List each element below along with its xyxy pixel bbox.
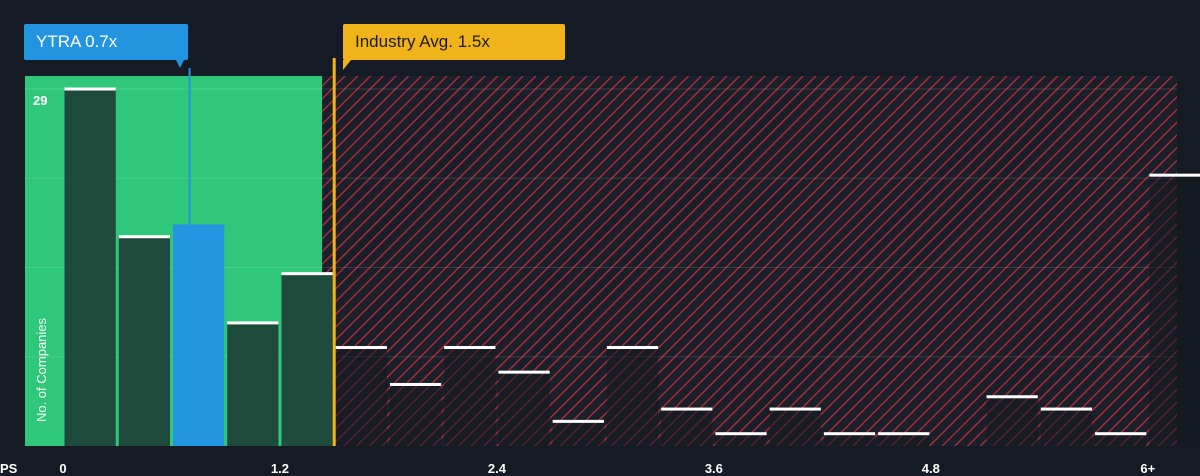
x-tick-label: 6+ (1140, 461, 1155, 476)
histogram-bar (64, 89, 116, 446)
x-tick-label: 3.6 (705, 461, 723, 476)
x-tick-label: 4.8 (922, 461, 940, 476)
histogram-bar-cap (606, 346, 659, 350)
histogram-bar (335, 347, 387, 446)
histogram-bar (769, 409, 821, 446)
histogram-bar-cap (769, 407, 821, 411)
histogram-bar-cap (715, 432, 767, 436)
histogram-bar (552, 421, 604, 446)
histogram-bar-cap (227, 321, 279, 325)
x-axis-label: PS (0, 461, 18, 476)
x-tick-label: 0 (59, 461, 66, 476)
histogram-bar (715, 433, 767, 446)
histogram-bar (823, 433, 876, 446)
histogram-bar-cap (1040, 407, 1093, 411)
histogram-bar-cap (444, 346, 496, 350)
industry-callout-pointer (343, 60, 351, 70)
histogram-bar (986, 396, 1038, 446)
histogram-bar (878, 433, 930, 446)
histogram-bar-cap (986, 395, 1038, 399)
histogram-bar (444, 347, 496, 446)
histogram-bar-cap (661, 407, 713, 411)
histogram-bar-cap (281, 272, 333, 276)
histogram-bar-cap (552, 419, 604, 423)
y-max-tick-label: 29 (33, 93, 47, 108)
histogram-bar (1040, 409, 1093, 446)
histogram-bar (1095, 433, 1147, 446)
histogram-bar (227, 322, 279, 446)
histogram-bar (498, 372, 550, 446)
histogram-bar (606, 347, 659, 446)
histogram-bar-cap (823, 432, 876, 436)
company-ps-callout: YTRA 0.7x (24, 24, 188, 60)
histogram-bar (661, 409, 713, 446)
histogram-bar-cap (64, 87, 116, 91)
histogram-bar (389, 384, 442, 446)
industry-average-callout: Industry Avg. 1.5x (343, 24, 565, 60)
histogram-bar (172, 224, 225, 446)
x-tick-label: 1.2 (271, 461, 289, 476)
company-callout-pointer (176, 60, 184, 68)
histogram-bar-cap (878, 432, 930, 436)
histogram-bar (1149, 175, 1200, 446)
histogram-bar-cap (335, 346, 387, 350)
histogram-bar-cap (118, 235, 170, 239)
histogram-bar-cap (1095, 432, 1147, 436)
histogram-bar (281, 273, 333, 446)
histogram-bar-cap (1149, 173, 1200, 177)
histogram-bar (118, 236, 170, 446)
histogram-bar-cap (389, 382, 442, 386)
histogram-bar-cap (498, 370, 550, 374)
x-tick-label: 2.4 (488, 461, 507, 476)
y-axis-label: No. of Companies (34, 317, 49, 422)
industry-average-line (332, 58, 336, 446)
